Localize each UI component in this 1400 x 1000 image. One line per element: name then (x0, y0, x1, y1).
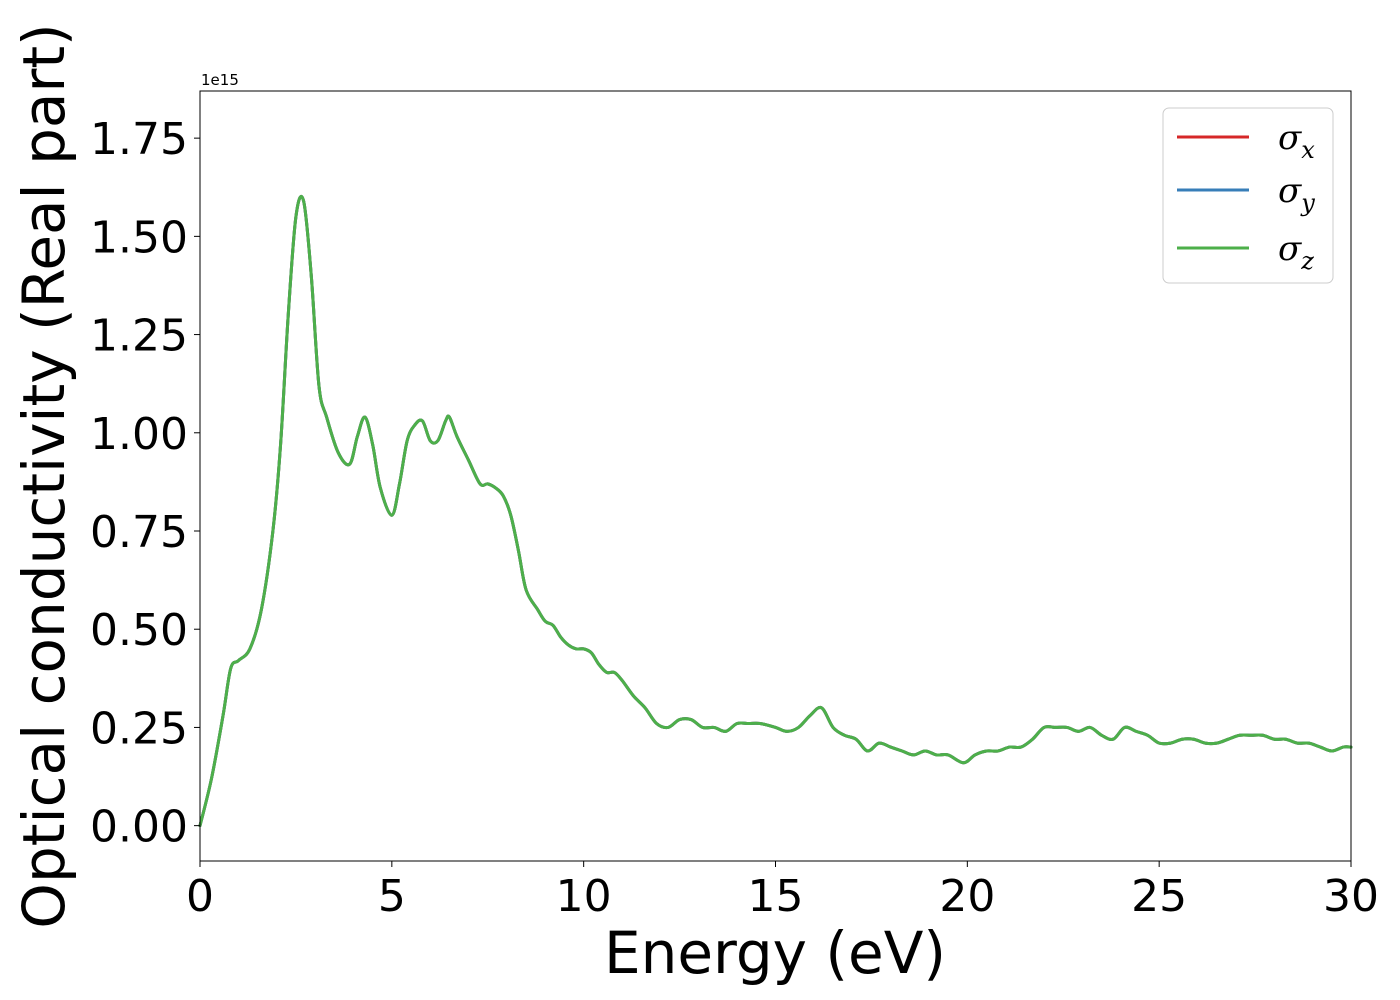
x-axis-ticks: 0 5 10 15 20 25 30 (186, 861, 1379, 922)
y-tick-label: 1.25 (90, 311, 188, 362)
y-tick-label: 1.50 (90, 212, 188, 263)
series-layer (198, 195, 1353, 828)
legend-frame (1162, 107, 1334, 284)
legend-label-y: σy (1278, 171, 1315, 217)
series-line-z (198, 195, 1353, 828)
y-offset-label: 1e15 (201, 71, 239, 89)
x-tick-label: 0 (186, 871, 214, 922)
y-tick-label: 1.00 (90, 409, 188, 460)
y-tick-label: 0.75 (90, 507, 188, 558)
x-tick-label: 20 (939, 871, 995, 922)
x-tick-label: 15 (748, 871, 804, 922)
series-line-y (198, 195, 1353, 828)
y-tick-label: 1.75 (90, 114, 188, 165)
legend: σx σy σz (1162, 107, 1334, 284)
legend-items: σx σy σz (1177, 118, 1315, 275)
legend-label-z: σz (1278, 229, 1314, 275)
x-axis-label: Energy (eV) (604, 919, 946, 987)
y-tick-label: 0.50 (90, 605, 188, 656)
x-tick-label: 5 (378, 871, 406, 922)
y-tick-label: 0.00 (90, 802, 188, 853)
y-axis-ticks: 0.00 0.25 0.50 0.75 1.00 1.25 1.50 1.75 (90, 114, 200, 853)
y-tick-label: 0.25 (90, 703, 188, 754)
x-tick-label: 10 (556, 871, 612, 922)
series-line-x (198, 195, 1353, 828)
y-axis-label: Optical conductivity (Real part) (10, 23, 78, 928)
legend-label-x: σx (1278, 118, 1315, 164)
x-tick-label: 30 (1323, 871, 1379, 922)
x-tick-label: 25 (1131, 871, 1187, 922)
